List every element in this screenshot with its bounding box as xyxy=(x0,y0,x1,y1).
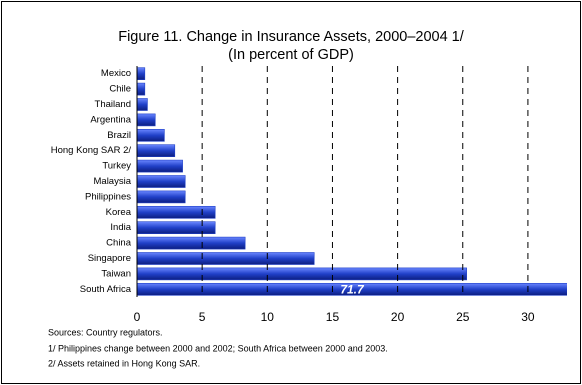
bar xyxy=(137,282,567,296)
note: Sources: Country regulators. xyxy=(48,327,163,337)
bar xyxy=(137,236,246,250)
y-tick-label: Brazil xyxy=(107,130,131,141)
chart-title: Figure 11. Change in Insurance Assets, 2… xyxy=(118,29,465,45)
x-tick-label: 15 xyxy=(326,310,340,324)
bar xyxy=(137,67,146,81)
y-tick-label: Thailand xyxy=(95,99,131,110)
y-tick-label: Taiwan xyxy=(101,268,131,279)
x-tick-label: 30 xyxy=(521,310,535,324)
y-tick-label: India xyxy=(110,222,131,233)
bar xyxy=(137,252,315,265)
bar xyxy=(137,98,148,111)
bar xyxy=(137,205,216,219)
y-tick-label: Malaysia xyxy=(94,176,132,187)
plot-area xyxy=(137,67,567,296)
bar xyxy=(137,221,216,235)
x-tick-label: 25 xyxy=(456,310,470,324)
bar xyxy=(137,128,165,142)
x-tick-label: 20 xyxy=(391,310,405,324)
y-tick-label: Mexico xyxy=(101,68,131,79)
bar xyxy=(137,159,183,173)
x-tick-label: 0 xyxy=(134,310,141,324)
bar xyxy=(137,82,146,96)
y-tick-label: Philippines xyxy=(85,191,131,202)
bar xyxy=(137,267,467,281)
y-tick-label: South Africa xyxy=(80,284,132,295)
y-tick-label: Korea xyxy=(106,207,132,218)
y-tick-label: China xyxy=(106,238,132,249)
bar xyxy=(137,190,186,204)
y-tick-label: Hong Kong SAR 2/ xyxy=(51,145,132,156)
bar xyxy=(137,113,156,127)
chart-subtitle: (In percent of GDP) xyxy=(228,47,354,63)
note: 1/ Philippines change between 2000 and 2… xyxy=(48,343,388,353)
y-tick-label: Argentina xyxy=(90,114,131,125)
x-tick-label: 5 xyxy=(199,310,206,324)
bar xyxy=(137,175,186,188)
y-tick-label: Chile xyxy=(109,84,131,95)
y-tick-label: Singapore xyxy=(88,253,131,264)
note: 2/ Assets retained in Hong Kong SAR. xyxy=(48,358,200,368)
data-label: 71.7 xyxy=(340,282,365,296)
x-tick-label: 10 xyxy=(261,310,275,324)
bar xyxy=(137,144,176,158)
y-tick-label: Turkey xyxy=(102,161,131,172)
